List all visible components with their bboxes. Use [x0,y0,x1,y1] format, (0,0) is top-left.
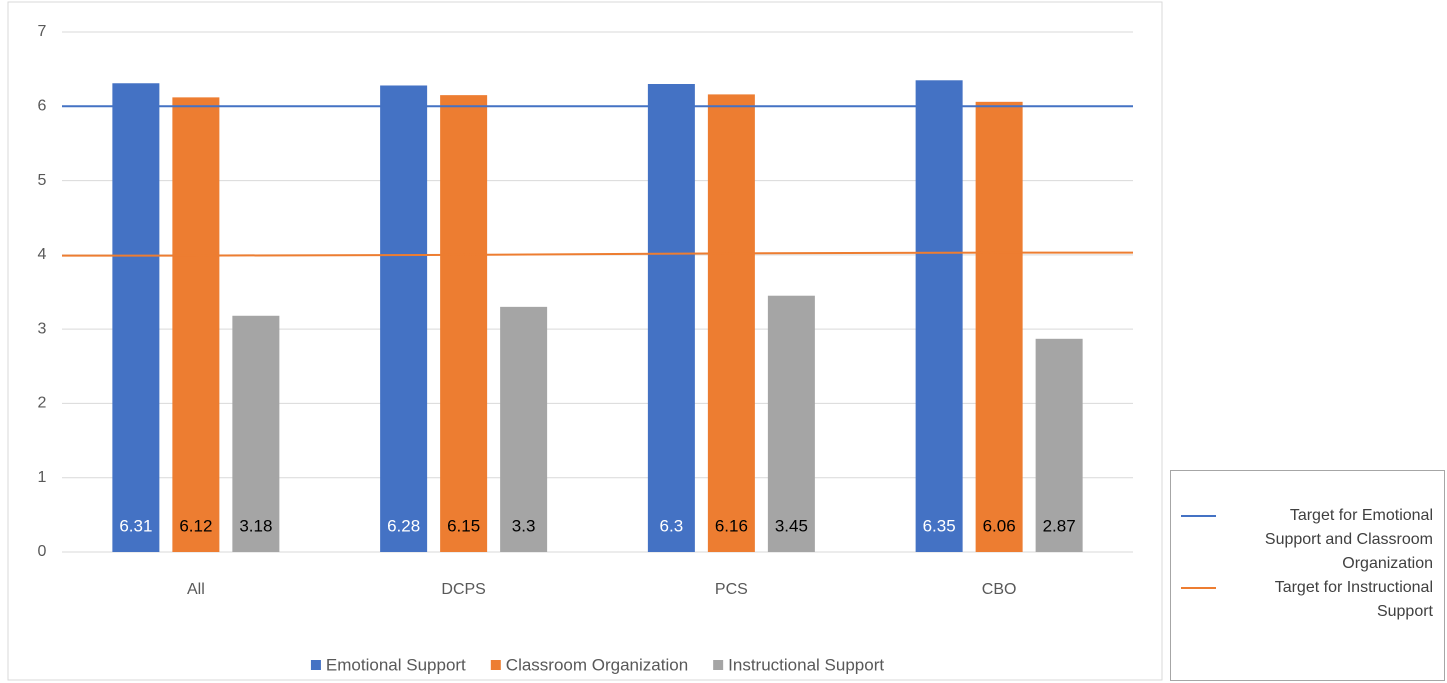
legend-label: Classroom Organization [506,655,688,674]
legend-label: Instructional Support [728,655,884,674]
y-tick-label: 1 [38,469,47,486]
y-tick-label: 4 [38,246,47,263]
legend-entry: Target for Emotional Support and Classro… [1171,504,1433,576]
x-tick-label: All [187,581,205,598]
data-label: 6.12 [179,516,212,535]
bar [172,97,220,552]
data-label: 6.06 [983,516,1016,535]
data-label: 3.45 [775,516,808,535]
bar [380,85,428,552]
data-label: 6.15 [447,516,480,535]
y-tick-label: 0 [38,543,47,560]
bar [1035,338,1083,552]
data-label: 6.28 [387,516,420,535]
bar [647,84,695,552]
x-tick-label: CBO [982,581,1017,598]
data-label: 2.87 [1043,516,1076,535]
legend-label: Target for Emotional Support and Classro… [1264,507,1433,572]
target-line [62,251,1133,257]
bar [112,83,160,552]
data-label: 6.35 [923,516,956,535]
y-tick-label: 3 [38,320,47,337]
y-tick-label: 6 [38,98,47,115]
data-label: 6.16 [715,516,748,535]
data-label: 3.3 [512,516,536,535]
data-label: 3.18 [239,516,272,535]
y-tick-label: 5 [38,172,47,189]
legend-swatch [310,660,321,670]
data-label: 6.31 [119,516,152,535]
bar [975,101,1023,552]
bar [440,95,488,553]
legend-label: Emotional Support [326,655,466,674]
legend-line [1181,515,1216,517]
legend-label: Target for Instructional Support [1274,579,1433,620]
legend-entry: Target for Instructional Support [1171,576,1433,624]
bar [232,315,280,552]
bar [707,94,755,553]
chart: 0 1 2 3 4 5 6 7 All 6.31 6.12 3.18 DCPS 6.28 6.15 3.3 PC… [7,1,1163,681]
y-tick-label: 2 [38,395,47,412]
target-legend: Target for Emotional Support and Classro… [1170,470,1445,681]
bar [915,80,963,553]
y-tick-label: 7 [38,23,47,40]
legend-swatch [713,660,724,670]
x-tick-label: PCS [715,581,748,598]
legend-swatch [490,660,501,670]
bar [767,295,815,552]
x-tick-label: DCPS [441,581,485,598]
data-label: 6.3 [660,516,684,535]
bar [500,306,548,552]
legend-line [1181,587,1216,589]
